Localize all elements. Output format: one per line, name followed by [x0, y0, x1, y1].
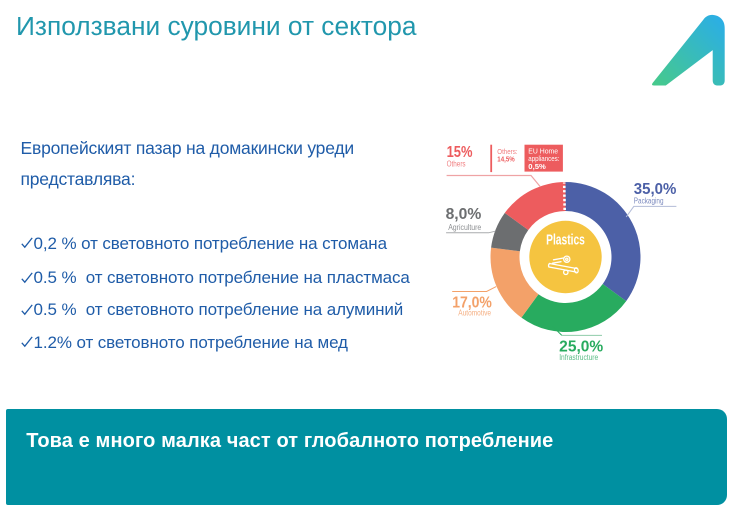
svg-text:17,0%: 17,0%: [452, 294, 492, 311]
svg-text:0,5%: 0,5%: [528, 162, 546, 171]
svg-text:EU Home: EU Home: [528, 146, 558, 155]
svg-text:Others:: Others:: [497, 147, 517, 156]
svg-text:8,0%: 8,0%: [446, 206, 482, 223]
svg-text:35,0%: 35,0%: [634, 181, 677, 198]
svg-text:Infrastructure: Infrastructure: [559, 353, 598, 362]
svg-text:Others: Others: [447, 160, 466, 169]
svg-text:14,5%: 14,5%: [497, 155, 515, 164]
svg-text:15%: 15%: [447, 144, 473, 161]
svg-text:Packaging: Packaging: [634, 196, 664, 205]
svg-text:25,0%: 25,0%: [559, 339, 603, 356]
svg-text:Automotive: Automotive: [458, 308, 491, 317]
svg-text:Agriculture: Agriculture: [448, 223, 482, 232]
svg-text:appliances:: appliances:: [528, 154, 559, 163]
svg-text:Plastics: Plastics: [546, 232, 585, 248]
